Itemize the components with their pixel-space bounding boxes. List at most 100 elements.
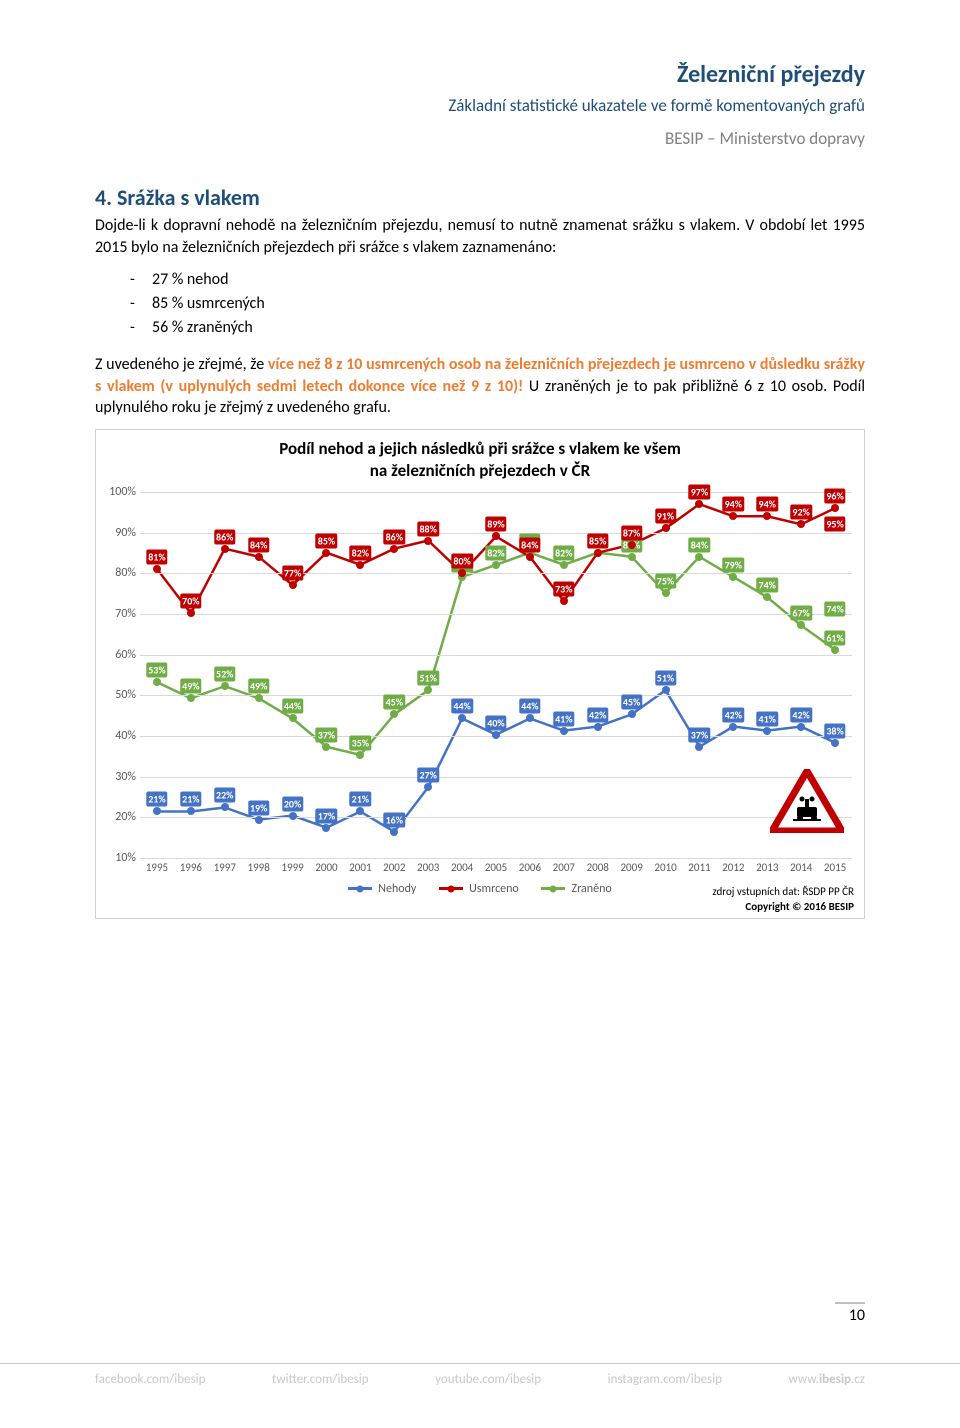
chart-marker (221, 545, 229, 553)
chart-marker (289, 812, 297, 820)
y-tick-label: 90% (100, 526, 136, 540)
chart-data-label: 85% (316, 533, 337, 548)
chart-data-label: 82% (350, 545, 371, 560)
x-tick-label: 2004 (445, 861, 479, 874)
chart-data-label: 49% (180, 679, 201, 694)
chart-marker (797, 621, 805, 629)
chart-marker (187, 807, 195, 815)
chart-marker (797, 723, 805, 731)
y-tick-label: 70% (100, 607, 136, 621)
legend-label: Nehody (378, 882, 416, 896)
chart-marker (763, 727, 771, 735)
chart-data-label: 82% (485, 545, 506, 560)
chart-marker (831, 646, 839, 654)
y-tick-label: 80% (100, 566, 136, 580)
chart-data-label: 44% (282, 699, 303, 714)
page-footer: facebook.com/ibesip twitter.com/ibesip y… (0, 1363, 960, 1395)
chart-marker (322, 549, 330, 557)
chart-marker (356, 561, 364, 569)
page-number: 10 (835, 1302, 865, 1325)
chart-data-label: 44% (451, 699, 472, 714)
chart-data-label: 51% (417, 671, 438, 686)
chart-data-label: 41% (553, 711, 574, 726)
x-tick-label: 2011 (683, 861, 717, 874)
chart-marker (390, 828, 398, 836)
x-tick-label: 2010 (649, 861, 683, 874)
plot-area: 10%20%30%40%50%60%70%80%90%100%53%49%52%… (140, 492, 852, 856)
chart-marker (187, 609, 195, 617)
chart-title: Podíl nehod a jejich následků při srážce… (100, 438, 860, 482)
x-axis-labels: 1995199619971998199920002001200220032004… (140, 861, 852, 874)
x-tick-label: 2015 (818, 861, 852, 874)
chart-data-label: 80% (451, 553, 472, 568)
chart-data-label: 45% (621, 695, 642, 710)
text: www. (789, 1372, 819, 1387)
chart-marker (255, 694, 263, 702)
chart-data-label: 41% (757, 711, 778, 726)
chart-data-label: 96% (824, 489, 845, 504)
chart-data-label: 21% (350, 792, 371, 807)
header-subtitle: Základní statistické ukazatele ve formě … (95, 95, 865, 116)
chart-data-label: 52% (214, 667, 235, 682)
chart-marker (322, 824, 330, 832)
chart-marker (424, 686, 432, 694)
chart-marker (628, 541, 636, 549)
x-tick-label: 2007 (547, 861, 581, 874)
chart-data-label: 84% (689, 537, 710, 552)
chart-marker (729, 573, 737, 581)
header-title: Železniční přejezdy (95, 60, 865, 89)
y-tick-label: 20% (100, 810, 136, 824)
chart-marker (526, 714, 534, 722)
chart-data-label: 21% (146, 792, 167, 807)
chart-credits: zdroj vstupních dat: ŘSDP PP ČR Copyrigh… (712, 885, 854, 914)
y-tick-label: 50% (100, 688, 136, 702)
chart-marker (560, 727, 568, 735)
legend-swatch (541, 887, 565, 890)
chart-data-label: 16% (384, 812, 405, 827)
chart-data-label: 79% (723, 557, 744, 572)
chart-marker (492, 731, 500, 739)
chart-marker (763, 593, 771, 601)
chart-data-label: 49% (248, 679, 269, 694)
chart-marker (187, 694, 195, 702)
chart-marker (153, 807, 161, 815)
legend-swatch (348, 887, 372, 890)
chart-marker (424, 783, 432, 791)
chart-data-label: 77% (282, 565, 303, 580)
chart-data-label: 45% (384, 695, 405, 710)
chart-container: Podíl nehod a jejich následků při srážce… (95, 429, 865, 919)
chart-data-label: 92% (790, 505, 811, 520)
x-tick-label: 2003 (411, 861, 445, 874)
bullet-item: 85 % usmrcených (130, 292, 865, 316)
legend-label: Zraněno (571, 882, 611, 896)
chart-marker (662, 686, 670, 694)
y-tick-label: 30% (100, 770, 136, 784)
chart-marker (662, 589, 670, 597)
chart-marker (289, 581, 297, 589)
chart-data-label: 70% (180, 594, 201, 609)
section-title: 4. Srážka s vlakem (95, 184, 865, 211)
chart-marker (729, 723, 737, 731)
chart-data-label: 91% (655, 509, 676, 524)
chart-data-label: 42% (723, 707, 744, 722)
text: Z uvedeného je zřejmé, že (95, 355, 268, 374)
text-bold: ibesip (819, 1372, 851, 1387)
chart-marker (560, 561, 568, 569)
chart-marker (255, 553, 263, 561)
chart-marker (695, 500, 703, 508)
chart-marker (221, 682, 229, 690)
chart-marker (492, 561, 500, 569)
legend-item-zraneno: Zraněno (541, 882, 611, 896)
chart-marker (662, 524, 670, 532)
chart-data-label: 84% (248, 537, 269, 552)
chart-marker (594, 723, 602, 731)
chart-data-label: 67% (790, 606, 811, 621)
chart-data-label: 61% (824, 630, 845, 645)
chart-data-label: 89% (485, 517, 506, 532)
x-tick-label: 2013 (750, 861, 784, 874)
x-tick-label: 1996 (174, 861, 208, 874)
chart-marker (797, 520, 805, 528)
chart-data-label: 81% (146, 549, 167, 564)
chart-data-label: 85% (587, 533, 608, 548)
chart-marker (153, 678, 161, 686)
